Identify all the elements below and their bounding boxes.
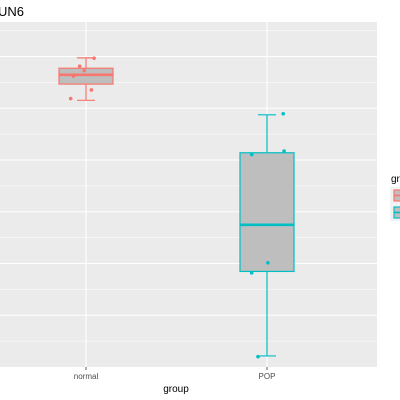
- legend: gr: [390, 174, 400, 221]
- x-tick-label: POP: [259, 372, 276, 381]
- boxplot-normal: [58, 56, 114, 101]
- box: [58, 67, 114, 85]
- data-point: [249, 152, 254, 157]
- data-point: [266, 261, 270, 265]
- data-point: [71, 74, 76, 78]
- data-point: [256, 354, 260, 359]
- legend-title: gr: [391, 174, 400, 185]
- x-axis-label: group: [163, 384, 189, 395]
- data-point: [249, 271, 254, 275]
- legend-key-normal: [390, 187, 400, 204]
- data-point: [281, 111, 286, 116]
- x-tick-label: normal: [74, 372, 99, 381]
- box: [239, 152, 295, 273]
- x-axis: normal POP: [74, 367, 276, 381]
- chart-title: UN6: [0, 4, 24, 19]
- data-point: [77, 64, 82, 68]
- data-point: [82, 68, 86, 73]
- data-point: [92, 56, 96, 61]
- boxplots: [58, 56, 295, 359]
- boxplot-POP: [239, 111, 295, 359]
- data-point: [68, 96, 73, 101]
- legend-key-POP: [390, 204, 400, 221]
- data-point: [89, 88, 94, 92]
- data-point: [282, 149, 286, 153]
